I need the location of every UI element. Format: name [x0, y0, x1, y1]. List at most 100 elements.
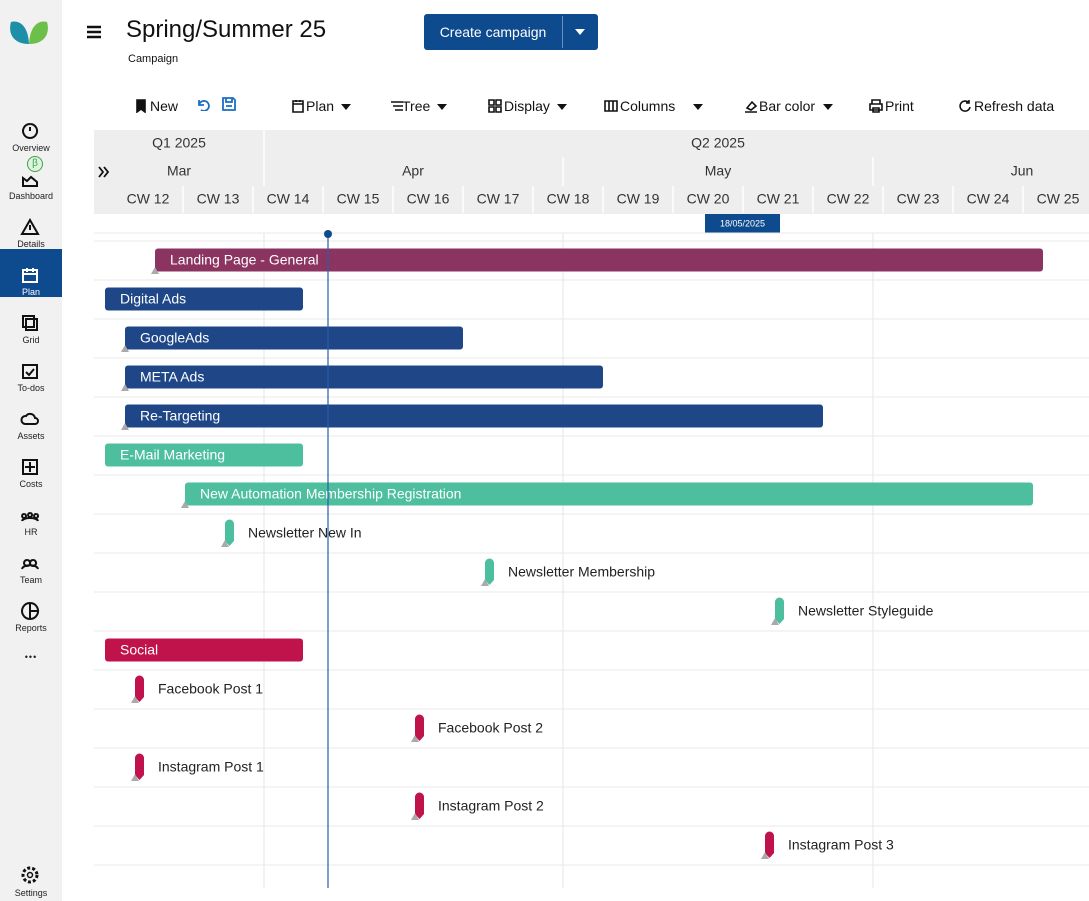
nav-item[interactable]: Plan	[0, 249, 62, 297]
milestone[interactable]	[135, 753, 144, 781]
toolbar: New Plan Tree Display Columns Bar color Print R…	[94, 83, 1089, 129]
group-bar[interactable]	[105, 443, 303, 467]
today-badge	[705, 214, 780, 233]
toolbar-icon	[136, 99, 146, 113]
nav-label: Plan	[21, 287, 40, 297]
collapse-icon[interactable]	[98, 166, 110, 178]
nav-label: Assets	[17, 431, 45, 441]
milestone[interactable]	[775, 597, 784, 624]
milestone[interactable]	[415, 792, 424, 820]
logo	[10, 21, 48, 44]
group-bar[interactable]	[105, 287, 303, 311]
gear-hole	[26, 871, 34, 879]
week-label: CW 23	[897, 191, 940, 207]
nav-item[interactable]: Dashboard β	[0, 153, 62, 201]
toolbar-button[interactable]: Tree	[386, 91, 453, 121]
task-label: GoogleAds	[140, 330, 209, 346]
settings-icon	[21, 866, 39, 884]
toolbar-label: Print	[885, 98, 914, 114]
current-dot	[324, 230, 332, 238]
icon-shape	[22, 459, 38, 475]
create-campaign-button[interactable]: Create campaign	[439, 24, 547, 40]
dependency-handle	[131, 774, 139, 781]
milestone[interactable]	[415, 714, 424, 741]
task-bar[interactable]	[125, 365, 603, 389]
more-button[interactable]: •••	[24, 652, 38, 662]
group-bar[interactable]	[105, 638, 303, 662]
nav-icon	[22, 364, 38, 379]
nav-item[interactable]: Details	[0, 201, 62, 249]
toolbar-button[interactable]: Bar color	[740, 91, 839, 121]
task-label: Newsletter New In	[248, 525, 362, 541]
icon-shape	[22, 123, 39, 139]
icon-shape	[488, 99, 502, 113]
nav-item[interactable]: HR	[0, 489, 62, 537]
week-label: CW 18	[547, 191, 590, 207]
icon-shape	[21, 602, 39, 620]
caret	[823, 104, 833, 110]
toolbar-button[interactable]: Display	[484, 91, 573, 121]
icon-shape	[22, 315, 38, 331]
dependency-handle	[131, 696, 139, 703]
beta-badge: β	[27, 156, 43, 172]
save-button[interactable]	[222, 97, 236, 111]
caret-shape	[341, 104, 351, 110]
month-label: May	[705, 163, 731, 179]
dependency-handle	[121, 345, 129, 352]
create-campaign-split: Create campaign	[424, 14, 598, 50]
settings-item[interactable]: Settings	[0, 862, 62, 901]
milestone[interactable]	[485, 558, 494, 586]
menu-button[interactable]	[84, 22, 104, 47]
nav-item[interactable]: To-dos	[0, 345, 62, 393]
caret-shape	[823, 104, 833, 110]
gantt-content: Q1 2025 Q2 2025 Mar Apr May Jun CW 12 CW 13 CW 1…	[94, 130, 1089, 890]
dependency-handle	[181, 501, 189, 508]
nav-item[interactable]: Grid	[0, 297, 62, 345]
caret-shape	[437, 104, 447, 110]
dependency-handle	[481, 579, 489, 586]
milestone[interactable]	[135, 675, 144, 703]
toolbar-button[interactable]: New	[131, 91, 222, 121]
undo-button[interactable]	[196, 97, 210, 111]
today-label: 18/05/2025	[720, 218, 765, 228]
task-bar[interactable]	[125, 326, 463, 350]
toolbar-button[interactable]: Refresh data	[954, 91, 1054, 121]
toolbar-button[interactable]: Columns	[600, 91, 709, 121]
icon-shape	[391, 101, 403, 111]
quarter-label: Q2 2025	[691, 135, 745, 151]
task-bar[interactable]	[125, 404, 823, 428]
toolbar-label: Display	[504, 98, 550, 114]
nav-item[interactable]: Team	[0, 537, 62, 585]
toolbar-button[interactable]: Plan	[287, 91, 357, 121]
nav-icon	[21, 602, 39, 620]
week-label: CW 13	[197, 191, 240, 207]
body-bg	[94, 214, 1089, 890]
task-label: Newsletter Styleguide	[798, 603, 934, 619]
toolbar-icon	[745, 100, 758, 113]
gear	[21, 866, 39, 884]
task-label: E-Mail Marketing	[120, 447, 225, 463]
milestone[interactable]	[765, 831, 774, 858]
sidebar: Overview Dashboard β Details Plan Grid To-dos A…	[0, 0, 62, 901]
week-label: CW 17	[477, 191, 520, 207]
task-label: Facebook Post 2	[438, 720, 543, 736]
toolbar-button[interactable]: Print	[865, 91, 957, 121]
nav-icon	[20, 217, 40, 235]
nav-label: Details	[17, 239, 45, 249]
create-campaign-dropdown[interactable]	[563, 14, 598, 50]
task-bar[interactable]	[155, 248, 1043, 272]
nav-item[interactable]: Costs	[0, 441, 62, 489]
toolbar-label: New	[150, 98, 179, 114]
task-bar[interactable]	[185, 482, 1033, 506]
toolbar-icon	[604, 100, 618, 112]
toolbar-icon	[391, 101, 403, 111]
nav-item[interactable]: Overview	[0, 105, 62, 153]
task-label: New Automation Membership Registration	[200, 486, 461, 502]
milestone[interactable]	[225, 519, 234, 547]
week-label: CW 24	[967, 191, 1010, 207]
nav-item[interactable]: Assets	[0, 393, 62, 441]
icon-shape	[22, 175, 38, 187]
caret	[437, 104, 447, 110]
nav-item[interactable]: Reports	[0, 585, 62, 633]
